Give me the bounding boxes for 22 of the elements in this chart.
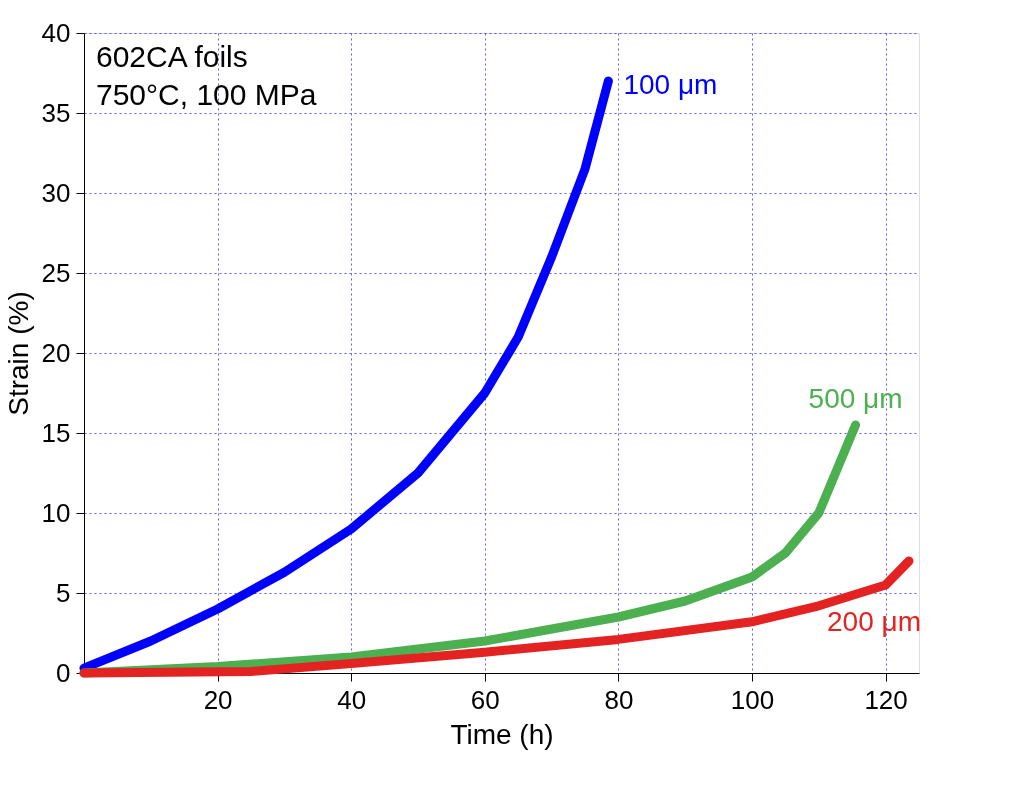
x-tick-label: 120 bbox=[864, 684, 908, 715]
x-tick-label: 80 bbox=[604, 684, 634, 715]
y-tick-label: 20 bbox=[41, 337, 71, 368]
y-tick-label: 0 bbox=[56, 657, 71, 688]
x-tick-label: 40 bbox=[337, 684, 367, 715]
y-tick-label: 10 bbox=[41, 497, 71, 528]
y-tick-label: 35 bbox=[41, 97, 71, 128]
annotation: 750°C, 100 MPa bbox=[96, 78, 317, 111]
y-axis-title: Strain (%) bbox=[2, 291, 34, 416]
x-tick-label: 60 bbox=[470, 684, 500, 715]
annotation: 602CA foils bbox=[96, 40, 248, 73]
y-tick-label: 40 bbox=[41, 17, 71, 48]
y-tick-label: 15 bbox=[41, 417, 71, 448]
y-tick-label: 30 bbox=[41, 177, 71, 208]
x-tick-label: 20 bbox=[203, 684, 233, 715]
series-label: 100 μm bbox=[623, 69, 718, 100]
x-axis-title: Time (h) bbox=[450, 718, 554, 750]
series-label: 200 μm bbox=[827, 606, 921, 637]
series-label: 500 μm bbox=[808, 383, 903, 414]
y-tick-label: 25 bbox=[41, 257, 71, 288]
y-tick-label: 5 bbox=[56, 577, 71, 608]
x-tick-label: 100 bbox=[730, 684, 775, 715]
